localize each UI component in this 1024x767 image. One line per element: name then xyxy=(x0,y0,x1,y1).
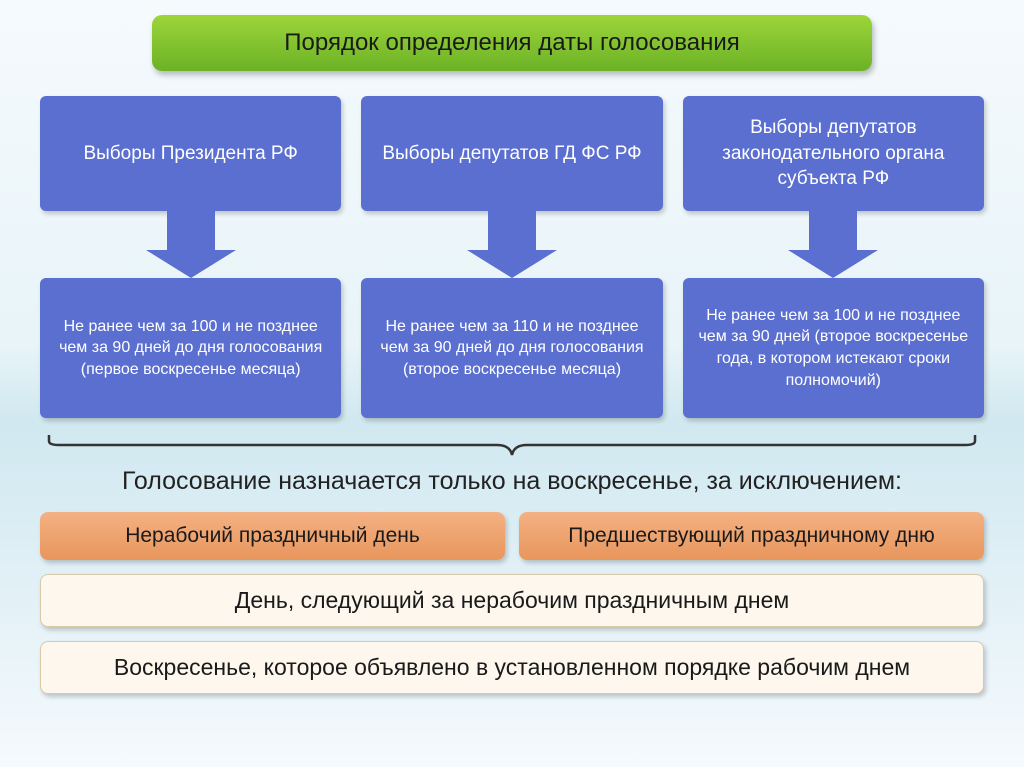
arrow-head-1 xyxy=(146,250,236,278)
col1-bottom-box: Не ранее чем за 100 и не позднее чем за … xyxy=(40,278,341,418)
col2-top-box: Выборы депутатов ГД ФС РФ xyxy=(361,96,662,211)
diagram-title: Порядок определения даты голосования xyxy=(152,15,872,71)
exception-box-1: Нерабочий праздничный день xyxy=(40,512,505,560)
columns-container: Выборы Президента РФ Не ранее чем за 100… xyxy=(40,96,984,418)
exceptions-row: Нерабочий праздничный день Предшествующи… xyxy=(40,512,984,560)
col1-top-box: Выборы Президента РФ xyxy=(40,96,341,211)
col2-bottom-box: Не ранее чем за 110 и не позднее чем за … xyxy=(361,278,662,418)
col3-bottom-box: Не ранее чем за 100 и не позднее чем за … xyxy=(683,278,984,418)
arrow-head-3 xyxy=(788,250,878,278)
col3-top-box: Выборы депутатов законодательного органа… xyxy=(683,96,984,211)
arrow-stem-1 xyxy=(167,211,215,251)
column-1: Выборы Президента РФ Не ранее чем за 100… xyxy=(40,96,341,418)
exception-box-2: Предшествующий праздничному дню xyxy=(519,512,984,560)
column-3: Выборы депутатов законодательного органа… xyxy=(683,96,984,418)
exception-wide-2: Воскресенье, которое объявлено в установ… xyxy=(40,641,984,694)
arrow-head-2 xyxy=(467,250,557,278)
arrow-stem-3 xyxy=(809,211,857,251)
arrow-stem-2 xyxy=(488,211,536,251)
bracket-path xyxy=(49,435,975,455)
column-2: Выборы депутатов ГД ФС РФ Не ранее чем з… xyxy=(361,96,662,418)
exception-wide-1: День, следующий за нерабочим праздничным… xyxy=(40,574,984,627)
exception-heading: Голосование назначается только на воскре… xyxy=(40,465,984,498)
curly-bracket xyxy=(44,433,980,457)
